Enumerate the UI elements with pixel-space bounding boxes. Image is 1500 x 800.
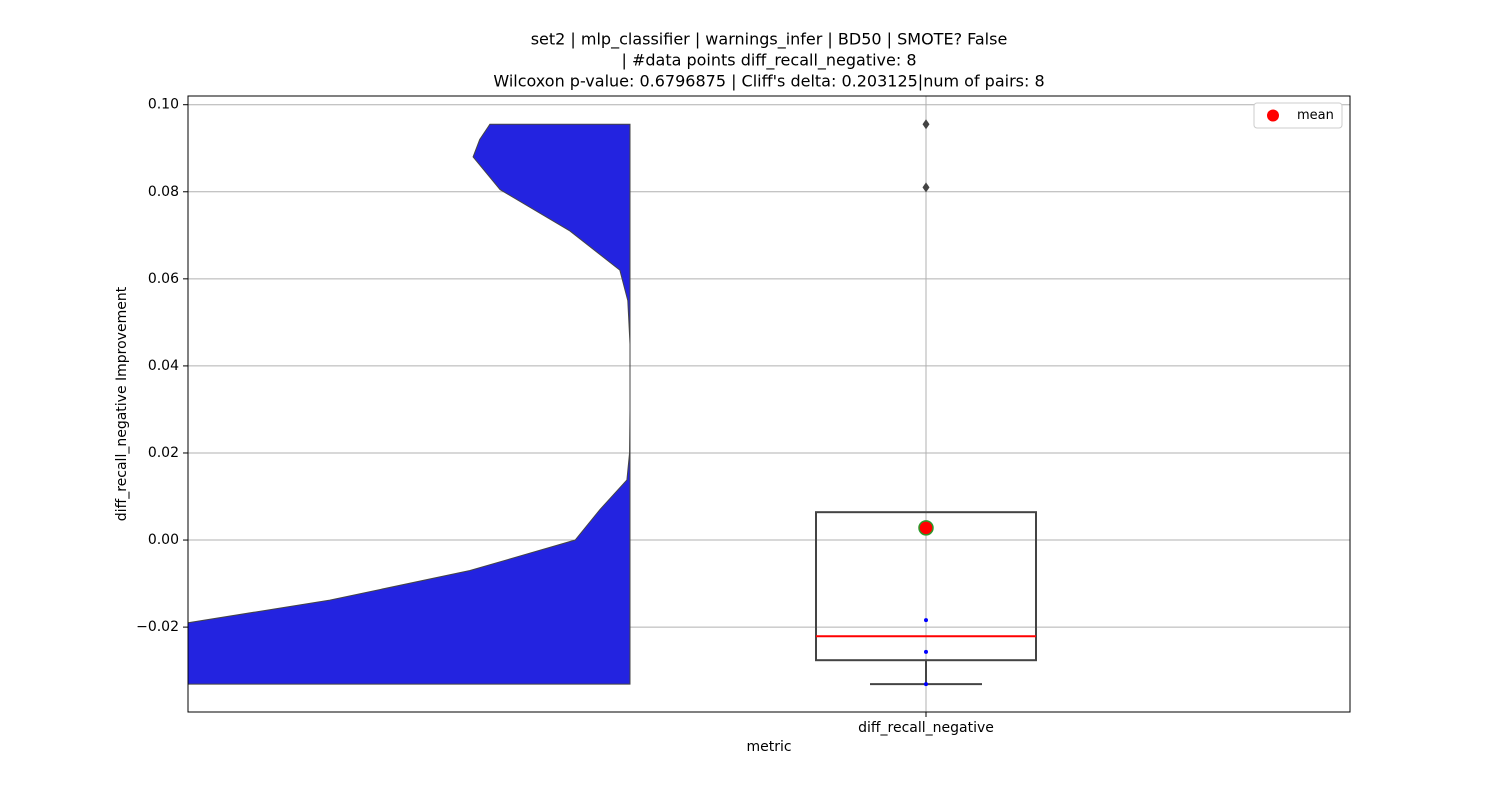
legend-box <box>1253 102 1343 129</box>
x-axis-label: metric <box>746 739 791 755</box>
violin-group <box>188 123 631 685</box>
outlier <box>922 119 930 130</box>
y-tick-label: 0.06 <box>148 271 179 287</box>
plot-frame <box>187 95 1351 713</box>
violin <box>188 123 631 685</box>
legend-label: mean <box>1297 108 1334 123</box>
y-tick-label: 0.10 <box>148 97 179 113</box>
chart-title: set2 | mlp_classifier | warnings_infer |… <box>531 30 1008 50</box>
chart-title: | #data points diff_recall_negative: 8 <box>621 51 916 71</box>
data-point <box>924 618 928 623</box>
mean-marker <box>918 520 934 536</box>
y-tick-label: 0.04 <box>148 358 179 374</box>
y-tick-label: 0.00 <box>148 532 179 548</box>
box <box>815 511 1037 662</box>
y-tick-label: −0.02 <box>136 619 179 635</box>
data-point <box>924 649 928 654</box>
y-tick-label: 0.08 <box>148 184 179 200</box>
data-point <box>924 682 928 687</box>
x-tick-label: diff_recall_negative <box>858 720 994 736</box>
chart-title: Wilcoxon p-value: 0.6796875 | Cliff's de… <box>493 72 1044 91</box>
outlier <box>922 182 930 193</box>
y-axis-label: diff_recall_negative Improvement <box>114 286 130 521</box>
legend-marker <box>1267 109 1279 122</box>
y-tick-label: 0.02 <box>148 445 179 461</box>
